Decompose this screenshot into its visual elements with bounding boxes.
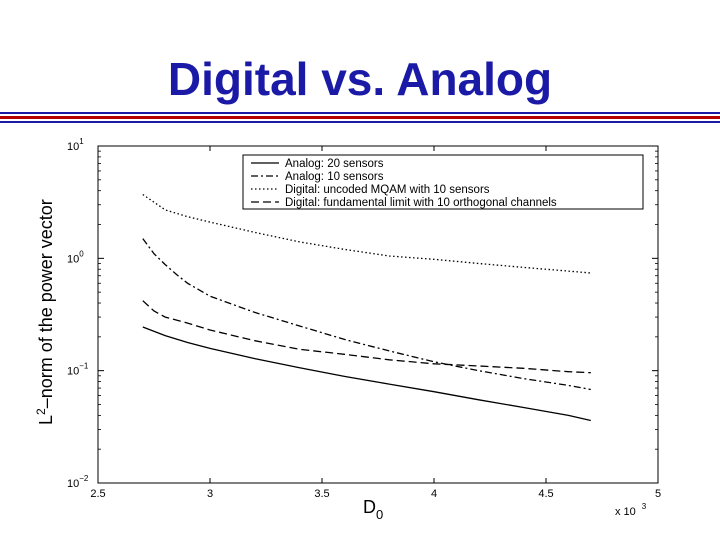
title-rule-red: [0, 116, 720, 119]
legend-label: Analog: 20 sensors: [285, 158, 384, 170]
y-tick-label: 10−1: [67, 362, 89, 378]
legend-label: Digital: uncoded MQAM with 10 sensors: [285, 184, 490, 196]
y-tick-label: 101: [67, 137, 84, 153]
series-line-4: [142, 300, 591, 374]
title-rule-blue-bottom: [0, 121, 720, 123]
x-tick-label: 4.5: [538, 488, 553, 500]
y-tick-label: 10−2: [67, 474, 89, 490]
legend-label: Analog: 10 sensors: [285, 171, 384, 183]
title-rule-blue-top: [0, 112, 720, 114]
plot-frame: [97, 145, 659, 484]
y-tick-label: 100: [67, 249, 84, 265]
legend-label: Digital: fundamental limit with 10 ortho…: [285, 197, 557, 209]
x-tick-label: 5: [655, 488, 661, 500]
x-tick-label: 4: [431, 488, 437, 500]
x-tick-label: 3: [207, 488, 213, 500]
series-line-2: [142, 238, 591, 391]
x-tick-label: 2.5: [90, 488, 105, 500]
x-axis-title: D0: [363, 497, 383, 522]
legend-box: [242, 154, 644, 210]
series-line-1: [142, 326, 591, 422]
x-tick-label: 3.5: [314, 488, 329, 500]
x-axis-multiplier: x 10 3: [615, 502, 647, 518]
slide-title: Digital vs. Analog: [167, 53, 553, 105]
y-axis-title: L2–norm of the power vector: [34, 199, 56, 425]
